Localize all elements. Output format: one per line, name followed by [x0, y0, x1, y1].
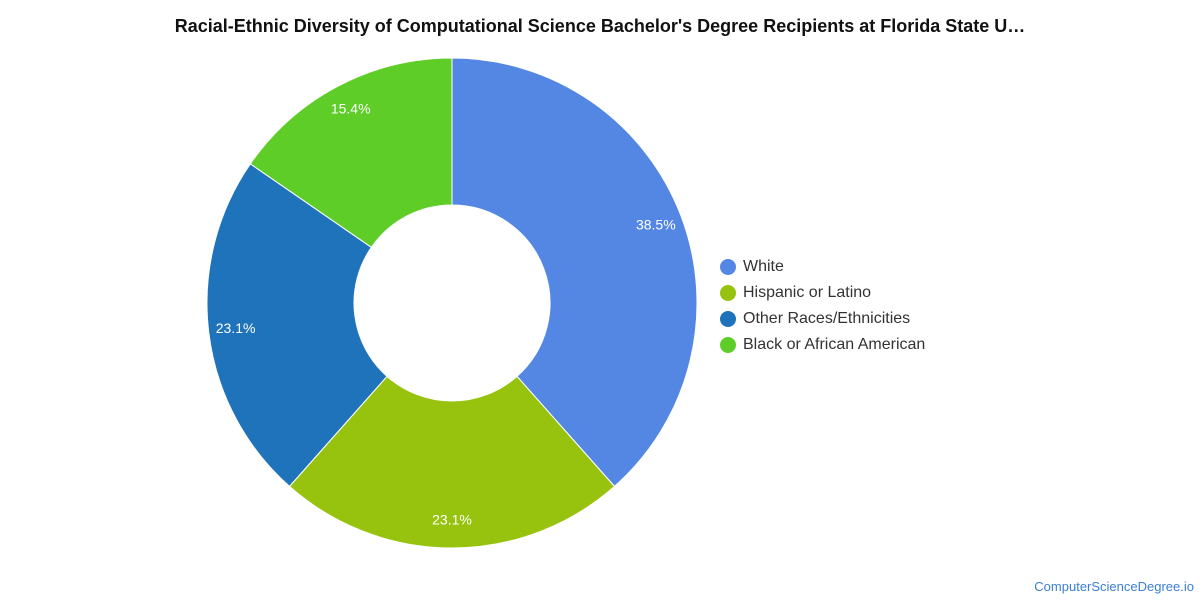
- legend-swatch-white: [720, 259, 736, 275]
- legend-label-hispanic-or-latino: Hispanic or Latino: [743, 284, 872, 301]
- donut-slice-black-or-african-american[interactable]: [249, 57, 453, 249]
- donut-labels: 38.5% 23.1% 23.1% 15.4%: [216, 101, 676, 528]
- slice-label-other-races-ethnicities: 23.1%: [216, 320, 256, 336]
- legend: White Hispanic or Latino Other Races/Eth…: [720, 254, 925, 358]
- legend-label-white: White: [743, 258, 784, 275]
- chart-title: Racial-Ethnic Diversity of Computational…: [174, 16, 1026, 36]
- legend-item-black-or-african-american[interactable]: Black or African American: [720, 332, 925, 358]
- legend-label-other-races: Other Races/Ethnicities: [743, 310, 911, 327]
- donut-slice-other-races-ethnicities[interactable]: [206, 163, 388, 488]
- slice-label-hispanic-or-latino: 23.1%: [432, 512, 472, 528]
- slice-label-black-or-african-american: 15.4%: [331, 101, 371, 117]
- slice-label-white: 38.5%: [636, 216, 676, 232]
- donut-slices: [206, 57, 698, 549]
- legend-swatch-black-or-african-american: [720, 337, 736, 353]
- legend-item-hispanic-or-latino[interactable]: Hispanic or Latino: [720, 280, 925, 306]
- donut-slice-white[interactable]: [451, 57, 698, 488]
- legend-label-black-or-african-american: Black or African American: [743, 336, 926, 353]
- footer-credit[interactable]: ComputerScienceDegree.io: [1034, 579, 1194, 594]
- legend-item-white[interactable]: White: [720, 254, 925, 280]
- legend-item-other-races[interactable]: Other Races/Ethnicities: [720, 306, 925, 332]
- legend-swatch-hispanic-or-latino: [720, 285, 736, 301]
- donut-slice-hispanic-or-latino[interactable]: [288, 375, 616, 549]
- legend-swatch-other-races: [720, 311, 736, 327]
